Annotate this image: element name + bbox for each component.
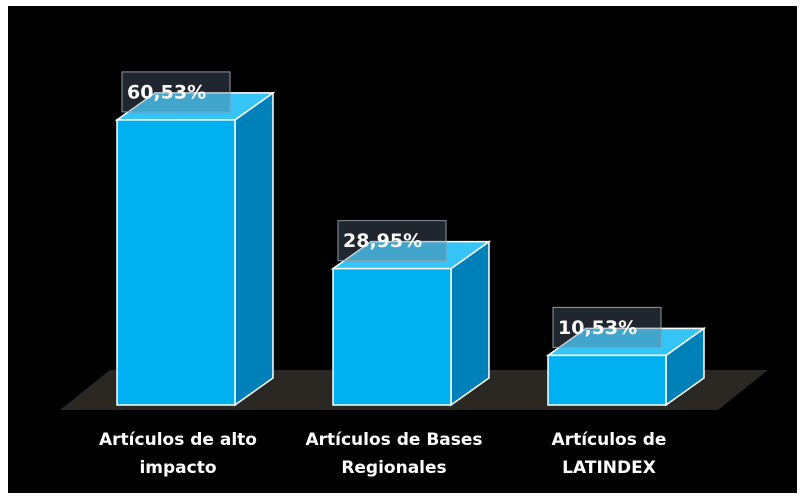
x-tick-label: Artículos de Bases Regionales [305, 430, 483, 478]
value-label-box [337, 220, 447, 262]
bar [116, 119, 236, 406]
value-label: 10,53% [558, 317, 637, 339]
bar-side [234, 91, 274, 407]
value-label-box [552, 306, 662, 348]
bar-side [450, 240, 490, 407]
x-tick-label: Artículos de alto impacto [99, 430, 257, 478]
value-label: 28,95% [343, 230, 422, 252]
bar [547, 354, 667, 406]
bar [332, 267, 452, 406]
x-tick-label: Artículos de LATINDEX [551, 430, 667, 478]
value-label: 60,53% [127, 81, 206, 103]
value-label-box [121, 71, 231, 113]
